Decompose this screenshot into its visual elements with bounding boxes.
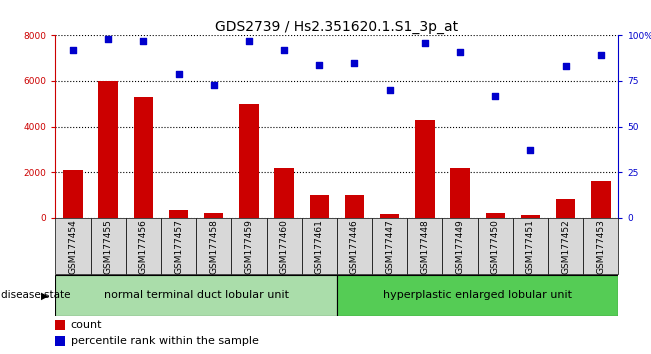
Text: GSM177447: GSM177447 bbox=[385, 219, 395, 274]
Bar bbox=[345, 195, 364, 218]
Bar bbox=[204, 213, 223, 218]
Bar bbox=[266, 218, 301, 274]
Point bbox=[173, 71, 184, 76]
Text: ▶: ▶ bbox=[41, 290, 49, 301]
Text: GSM177454: GSM177454 bbox=[68, 219, 77, 274]
Bar bbox=[450, 167, 470, 218]
Bar bbox=[408, 218, 443, 274]
Bar bbox=[63, 170, 83, 218]
Text: GSM177448: GSM177448 bbox=[421, 219, 430, 274]
Bar bbox=[556, 200, 575, 218]
Bar bbox=[275, 167, 294, 218]
Text: GSM177449: GSM177449 bbox=[456, 219, 465, 274]
Text: GSM177452: GSM177452 bbox=[561, 219, 570, 274]
Text: GSM177458: GSM177458 bbox=[209, 219, 218, 274]
Bar bbox=[98, 81, 118, 218]
Bar bbox=[169, 210, 188, 218]
Bar bbox=[196, 218, 231, 274]
Point bbox=[385, 87, 395, 93]
Bar bbox=[133, 97, 153, 218]
Bar bbox=[372, 218, 408, 274]
Bar bbox=[126, 218, 161, 274]
Point bbox=[561, 64, 571, 69]
Text: normal terminal duct lobular unit: normal terminal duct lobular unit bbox=[104, 290, 288, 301]
Point bbox=[490, 93, 501, 98]
Text: GSM177451: GSM177451 bbox=[526, 219, 535, 274]
Text: GSM177446: GSM177446 bbox=[350, 219, 359, 274]
Point bbox=[138, 38, 148, 44]
Bar bbox=[548, 218, 583, 274]
Point bbox=[455, 49, 465, 55]
Bar bbox=[443, 218, 478, 274]
Point bbox=[350, 60, 360, 65]
Bar bbox=[486, 213, 505, 218]
Text: GSM177453: GSM177453 bbox=[596, 219, 605, 274]
Bar bbox=[521, 216, 540, 218]
Text: count: count bbox=[71, 320, 102, 330]
Text: GSM177456: GSM177456 bbox=[139, 219, 148, 274]
Bar bbox=[310, 195, 329, 218]
Bar bbox=[55, 275, 337, 316]
Bar bbox=[513, 218, 548, 274]
Point bbox=[525, 147, 536, 153]
Text: GSM177461: GSM177461 bbox=[315, 219, 324, 274]
Bar bbox=[239, 104, 258, 218]
Bar bbox=[161, 218, 196, 274]
Text: disease state: disease state bbox=[1, 290, 71, 301]
Text: percentile rank within the sample: percentile rank within the sample bbox=[71, 336, 258, 346]
Text: GSM177460: GSM177460 bbox=[279, 219, 288, 274]
Bar bbox=[90, 218, 126, 274]
Bar bbox=[337, 275, 618, 316]
Bar bbox=[301, 218, 337, 274]
Bar bbox=[583, 218, 618, 274]
Bar bbox=[337, 218, 372, 274]
Text: GSM177457: GSM177457 bbox=[174, 219, 183, 274]
Point bbox=[243, 38, 254, 44]
Text: GSM177455: GSM177455 bbox=[104, 219, 113, 274]
Title: GDS2739 / Hs2.351620.1.S1_3p_at: GDS2739 / Hs2.351620.1.S1_3p_at bbox=[215, 21, 458, 34]
Text: hyperplastic enlarged lobular unit: hyperplastic enlarged lobular unit bbox=[383, 290, 572, 301]
Point bbox=[103, 36, 113, 42]
Point bbox=[420, 40, 430, 46]
Bar bbox=[380, 214, 399, 218]
Bar bbox=[231, 218, 266, 274]
Text: GSM177459: GSM177459 bbox=[244, 219, 253, 274]
Bar bbox=[415, 120, 435, 218]
Point bbox=[314, 62, 324, 67]
Point bbox=[208, 82, 219, 87]
Point bbox=[596, 53, 606, 58]
Bar bbox=[591, 181, 611, 218]
Bar bbox=[478, 218, 513, 274]
Point bbox=[68, 47, 78, 53]
Point bbox=[279, 47, 289, 53]
Bar bbox=[55, 218, 90, 274]
Bar bbox=[55, 320, 65, 330]
Bar bbox=[55, 336, 65, 346]
Text: GSM177450: GSM177450 bbox=[491, 219, 500, 274]
